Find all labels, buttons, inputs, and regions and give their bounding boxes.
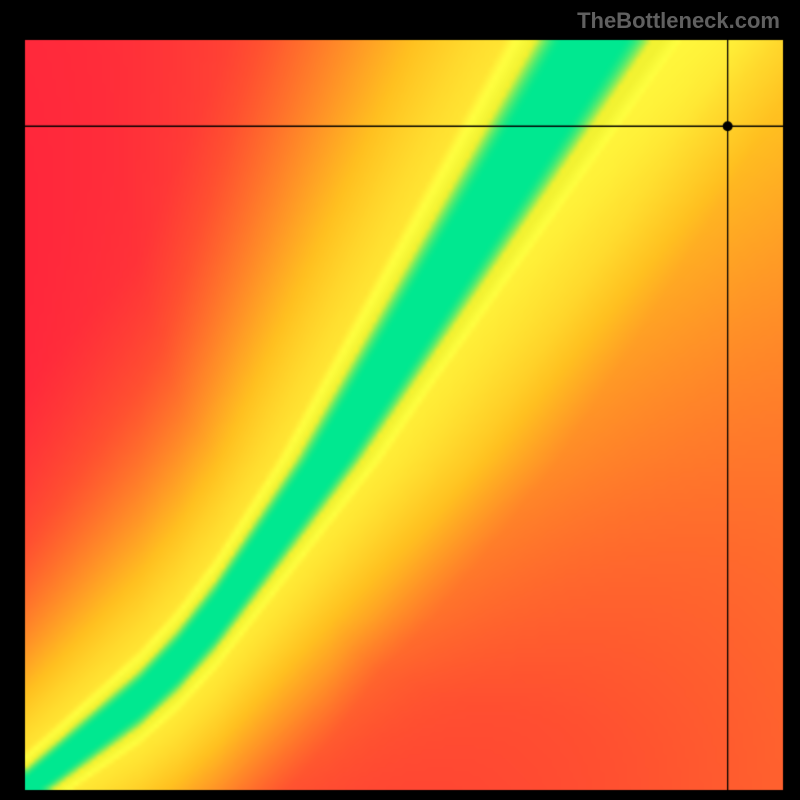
watermark-text: TheBottleneck.com <box>577 8 780 34</box>
chart-container: { "watermark": "TheBottleneck.com", "cha… <box>0 0 800 800</box>
bottleneck-heatmap <box>0 0 800 800</box>
